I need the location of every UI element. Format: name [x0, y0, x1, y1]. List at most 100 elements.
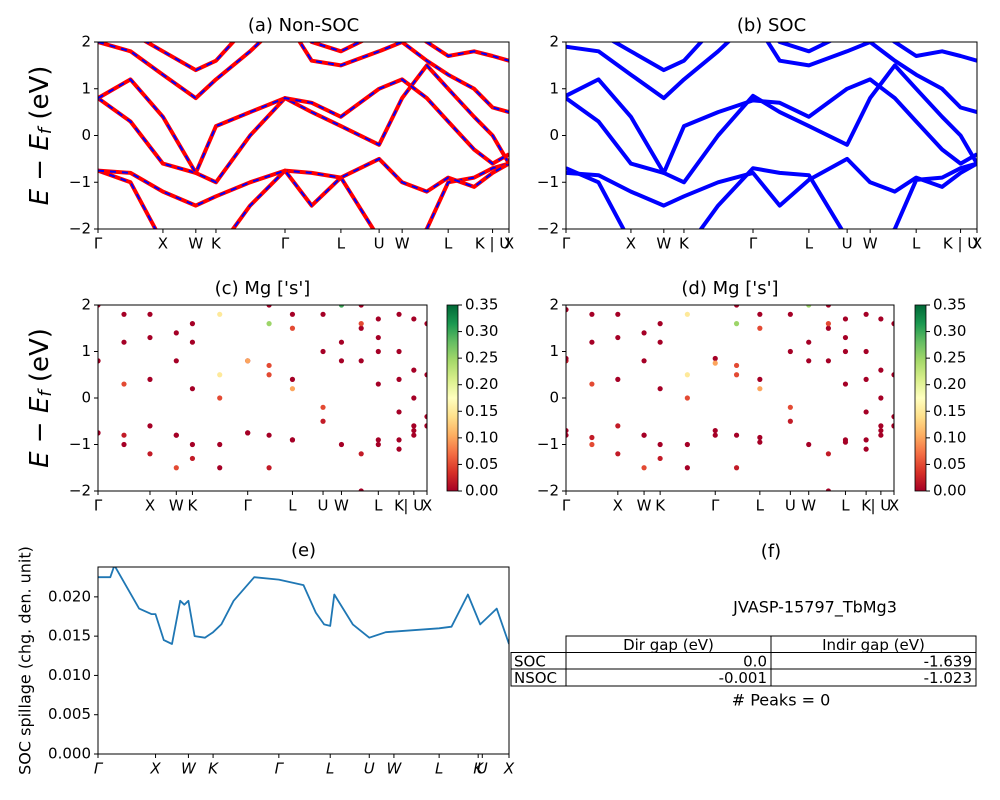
x-tick-label: K: [188, 497, 199, 515]
x-tick-label: K: [655, 497, 666, 515]
band-point: [173, 358, 179, 364]
band-point: [358, 325, 364, 331]
x-tick-label: K | U: [475, 235, 510, 253]
band-point: [878, 427, 884, 434]
band-point: [806, 441, 812, 448]
y-tick-label: 0: [81, 389, 91, 407]
band-point: [411, 316, 417, 322]
x-tick-label: W: [656, 235, 671, 253]
band-point: [217, 465, 223, 471]
x-tick-label: | U: [870, 497, 891, 515]
band-point: [147, 423, 153, 429]
band-point: [684, 372, 690, 378]
band-point: [266, 465, 272, 471]
colorbar-tick-label: 0.00: [465, 482, 498, 500]
band-line: [98, 567, 509, 645]
band-line: [566, 161, 977, 229]
band-point: [733, 465, 740, 471]
x-tick-label: W: [386, 760, 402, 778]
x-tick-label: W: [863, 235, 878, 253]
band-line: [98, 64, 509, 184]
band-point: [266, 372, 272, 378]
band-point: [121, 381, 127, 387]
axes-frame: [97, 304, 428, 492]
band-point: [189, 455, 196, 462]
x-tick-label: U: [785, 497, 796, 515]
band-point: [266, 362, 272, 369]
panel-title: (b) SOC: [737, 15, 806, 36]
band-point: [589, 381, 595, 387]
y-tick-label: 1: [549, 342, 559, 360]
band-point: [712, 432, 718, 438]
band-point: [712, 360, 718, 366]
band-point: [825, 321, 832, 327]
band-point: [878, 395, 884, 401]
band-point: [757, 439, 763, 445]
x-tick-label: L: [841, 497, 850, 515]
panel-title: (f): [761, 541, 781, 562]
x-tick-label: L: [326, 760, 334, 778]
plot-area: [98, 42, 509, 229]
band-point: [863, 311, 869, 317]
band-point: [289, 386, 296, 392]
band-point: [245, 430, 251, 436]
table-panel: (f) JVASP-15797_TbMg3 Dir gap (eV) Indir ga…: [510, 541, 977, 710]
band-point: [189, 321, 196, 327]
band-point: [825, 325, 832, 331]
colorbar-tick-label: 0.30: [465, 322, 498, 340]
y-label-main: E − E: [25, 134, 55, 206]
x-tick-label: W: [334, 497, 349, 515]
panel-title: (d) Mg ['s']: [681, 278, 778, 299]
band-point: [684, 441, 690, 448]
band-point: [411, 423, 417, 429]
band-point: [712, 355, 718, 362]
band-point: [863, 348, 869, 355]
header-text: Dir gap (eV): [623, 636, 714, 654]
band-line: [144, 42, 509, 72]
band-point: [375, 437, 381, 443]
band-point: [217, 311, 223, 317]
colorbar-tick-label: 0.05: [933, 455, 966, 473]
band-point: [320, 404, 326, 410]
band-point: [320, 418, 326, 424]
band-point: [787, 348, 793, 355]
band-point: [147, 376, 153, 382]
x-tick-label: U: [374, 235, 385, 253]
band-point: [320, 293, 325, 298]
x-tick-label: U: [842, 235, 853, 253]
y-tick-label: 1: [549, 79, 559, 97]
cell: [770, 668, 977, 687]
band-point: [121, 432, 127, 438]
colorbar-tick-label: 0.25: [465, 349, 498, 367]
colorbar-tick-label: 0.20: [465, 375, 498, 393]
band-point: [411, 427, 417, 434]
band-point: [411, 432, 417, 438]
colorbar: [446, 304, 459, 492]
band-point: [842, 334, 849, 341]
plot-area: [98, 567, 509, 645]
band-point: [189, 339, 196, 345]
cell-text: -1.639: [924, 652, 972, 670]
band-point: [757, 434, 763, 441]
axes-frame: [565, 304, 895, 492]
x-tick-label: X: [613, 497, 623, 515]
band-point: [878, 423, 884, 429]
band-point: [641, 330, 647, 336]
x-tick-label: K: [211, 235, 222, 253]
x-tick-label: | U: [403, 497, 424, 515]
band-point: [684, 395, 690, 401]
y-axis-label: SOC spillage (chg. den. unit): [16, 546, 35, 775]
band-point: [189, 386, 196, 392]
x-tick-label: X: [626, 235, 636, 253]
colorbar-tick-label: 0.30: [933, 322, 966, 340]
y-tick-label: 2: [549, 296, 559, 314]
band-point: [757, 376, 763, 382]
band-point: [358, 488, 364, 491]
plot-area: [566, 305, 894, 491]
band-point: [733, 432, 740, 438]
band-point: [375, 348, 381, 355]
x-tick-label: X: [158, 235, 168, 253]
band-point: [396, 311, 402, 317]
